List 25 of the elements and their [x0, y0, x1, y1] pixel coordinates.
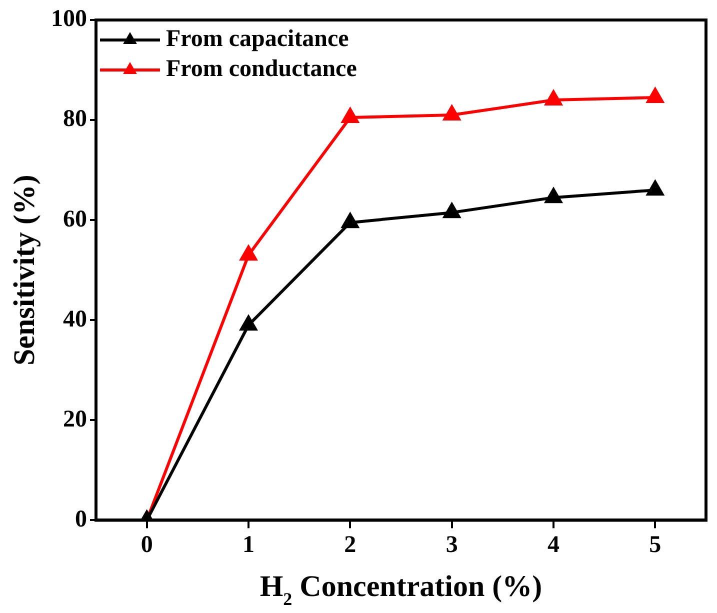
point [545, 90, 562, 106]
point [443, 203, 460, 218]
y-tick-label: 100 [51, 6, 87, 32]
x-tick-label: 4 [548, 532, 560, 558]
x-tick-label: 0 [140, 532, 153, 558]
legend-label: From capacitance [166, 26, 350, 52]
y-axis-title: Sensitivity (%) [8, 174, 41, 366]
y-tick-label: 80 [63, 106, 87, 132]
y-tick-label: 0 [75, 506, 87, 532]
point [342, 108, 359, 124]
legend-label: From conductance [166, 56, 358, 82]
x-tick-label: 2 [344, 532, 356, 558]
y-tick-label: 40 [63, 306, 87, 332]
point [342, 213, 359, 228]
x-tick-label: 1 [242, 532, 254, 558]
x-tick-label: 5 [649, 532, 662, 558]
point [443, 106, 460, 121]
point [545, 188, 562, 204]
point [240, 316, 257, 331]
point [646, 180, 664, 196]
x-tick-label: 3 [446, 532, 458, 558]
point [646, 88, 664, 104]
point [240, 246, 257, 261]
y-tick-label: 20 [63, 406, 87, 432]
y-tick-label: 60 [63, 206, 87, 232]
